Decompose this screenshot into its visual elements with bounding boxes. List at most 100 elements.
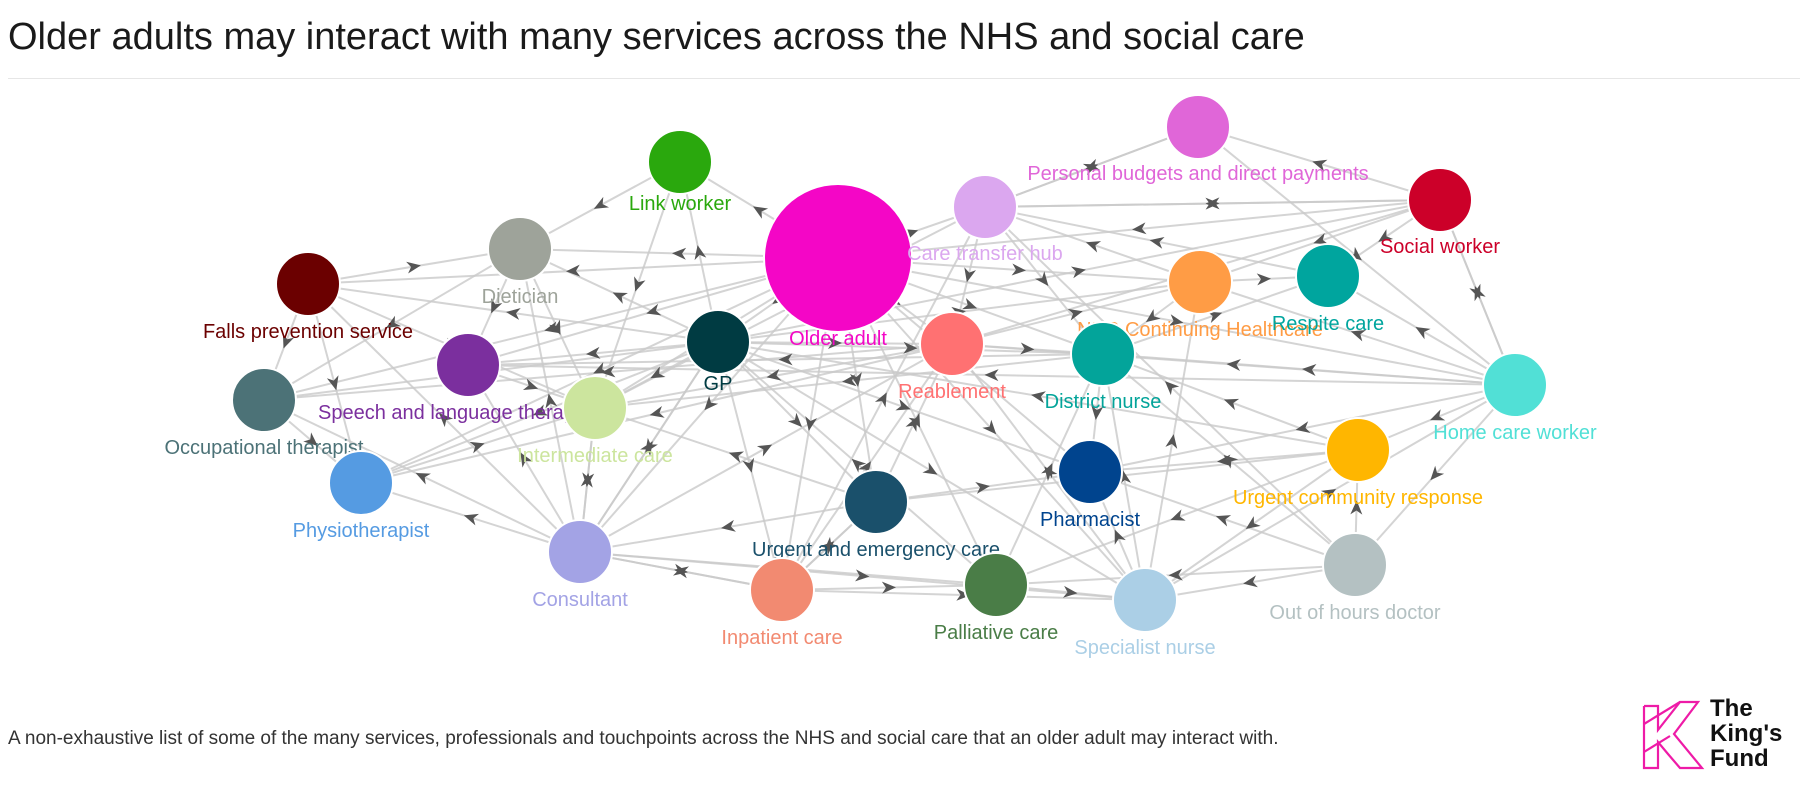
node-label-nhs-chc: NHS Continuing Healthcare: [1077, 319, 1323, 341]
network-nodes: Older adult GP Link worker Personal budgets…: [164, 94, 1597, 659]
arrowhead-consultant-to-falls-prevention: [439, 413, 454, 428]
node-circle-physiotherapist[interactable]: [328, 450, 394, 516]
node-speech-language[interactable]: Speech and language therapist: [318, 332, 595, 424]
node-circle-older-adult[interactable]: [763, 183, 913, 333]
node-label-physiotherapist: Physiotherapist: [293, 520, 430, 542]
arrowhead-consultant-to-dietician: [545, 393, 558, 409]
logo-line-2: King's: [1710, 720, 1783, 747]
node-intermediate-care[interactable]: Intermediate care: [517, 375, 673, 467]
arrowhead-gp-to-pharmacist: [895, 399, 911, 411]
node-personal-budgets[interactable]: Personal budgets and direct payments: [1027, 94, 1369, 185]
node-label-specialist-nurse: Specialist nurse: [1074, 637, 1215, 659]
node-circle-reablement[interactable]: [919, 311, 985, 377]
node-circle-speech-language[interactable]: [435, 332, 501, 398]
arrowhead-reablement-to-physiotherapist: [649, 406, 665, 418]
node-circle-specialist-nurse[interactable]: [1112, 567, 1178, 633]
arrowhead-palliative-care-to-specialist-nurse: [1062, 585, 1078, 598]
node-care-transfer-hub[interactable]: Care transfer hub: [907, 174, 1063, 265]
node-occupational-therapist[interactable]: Occupational therapist: [164, 367, 364, 459]
arrowhead-home-care-worker-to-respite-care: [1415, 326, 1431, 340]
arrowhead-specialist-nurse-to-nhs-chc: [1165, 434, 1178, 449]
node-specialist-nurse[interactable]: Specialist nurse: [1074, 567, 1216, 659]
node-dietician[interactable]: Dietician: [482, 216, 559, 308]
node-inpatient-care[interactable]: Inpatient care: [721, 557, 843, 649]
arrowhead-older-adult-to-falls-prevention: [566, 264, 581, 277]
node-circle-inpatient-care[interactable]: [749, 557, 815, 623]
node-label-personal-budgets: Personal budgets and direct payments: [1027, 163, 1368, 185]
node-circle-consultant[interactable]: [547, 519, 613, 585]
node-link-worker[interactable]: Link worker: [629, 129, 732, 215]
logo-line-3: Fund: [1710, 745, 1769, 772]
node-pharmacist[interactable]: Pharmacist: [1040, 439, 1140, 531]
node-circle-district-nurse[interactable]: [1070, 321, 1136, 387]
arrowhead-older-adult-to-nhs-chc: [1011, 263, 1026, 276]
arrowhead-consultant-to-gp: [640, 441, 653, 457]
node-reablement[interactable]: Reablement: [898, 311, 1006, 403]
kings-fund-logo[interactable]: The King's Fund: [1640, 696, 1792, 776]
arrowhead-palliative-care-to-gp: [851, 458, 867, 473]
arrowhead-gp-to-dietician: [612, 292, 628, 304]
node-label-care-transfer-hub: Care transfer hub: [907, 243, 1063, 265]
node-circle-social-worker[interactable]: [1407, 167, 1473, 233]
node-circle-intermediate-care[interactable]: [562, 375, 628, 441]
node-urgent-emergency-care[interactable]: Urgent and emergency care: [752, 469, 1000, 561]
arrowhead-dietician-to-occupational-therapist: [385, 315, 402, 329]
arrowhead-out-of-hours-doctor-to-pharmacist: [1215, 515, 1232, 527]
node-circle-personal-budgets[interactable]: [1165, 94, 1231, 160]
node-circle-gp[interactable]: [685, 309, 751, 375]
node-falls-prevention[interactable]: Falls prevention service: [203, 251, 413, 343]
node-circle-falls-prevention[interactable]: [275, 251, 341, 317]
node-palliative-care[interactable]: Palliative care: [934, 552, 1059, 644]
node-circle-link-worker[interactable]: [647, 129, 713, 195]
arrowhead-care-transfer-hub-to-reablement: [964, 267, 976, 283]
node-label-palliative-care: Palliative care: [934, 622, 1059, 644]
arrowhead-care-transfer-hub-to-social-worker: [1205, 197, 1220, 210]
arrowhead-reablement-to-intermediate-care: [766, 368, 782, 381]
arrowhead-nhs-chc-to-care-transfer-hub: [1085, 241, 1102, 253]
arrowhead-home-care-worker-to-pharmacist: [1295, 421, 1311, 433]
node-district-nurse[interactable]: District nurse: [1045, 321, 1162, 413]
node-home-care-worker[interactable]: Home care worker: [1433, 352, 1597, 444]
node-circle-respite-care[interactable]: [1295, 243, 1361, 309]
node-label-respite-care: Respite care: [1272, 313, 1384, 335]
node-circle-palliative-care[interactable]: [963, 552, 1029, 618]
network-arrowheads: [282, 158, 1486, 601]
arrowhead-home-care-worker-to-out-of-hours-doctor: [1430, 465, 1445, 481]
arrowhead-social-worker-to-personal-budgets: [1312, 159, 1328, 172]
node-label-district-nurse: District nurse: [1045, 391, 1162, 413]
arrowhead-older-adult-to-dietician: [672, 247, 687, 260]
node-physiotherapist[interactable]: Physiotherapist: [293, 450, 430, 542]
node-circle-dietician[interactable]: [487, 216, 553, 282]
node-label-gp: GP: [704, 373, 733, 395]
arrowhead-gp-to-intermediate-care: [650, 366, 666, 379]
arrowhead-inpatient-care-to-specialist-nurse: [956, 588, 971, 601]
node-consultant[interactable]: Consultant: [532, 519, 628, 611]
node-urgent-community-response[interactable]: Urgent community response: [1233, 417, 1483, 509]
page-title: Older adults may interact with many serv…: [8, 16, 1305, 58]
arrowhead-inpatient-care-to-care-transfer-hub: [874, 392, 887, 408]
arrowhead-consultant-to-speech-language: [520, 452, 533, 468]
node-circle-occupational-therapist[interactable]: [231, 367, 297, 433]
node-out-of-hours-doctor[interactable]: Out of hours doctor: [1269, 532, 1441, 624]
node-circle-urgent-community-response[interactable]: [1325, 417, 1391, 483]
node-circle-urgent-emergency-care[interactable]: [843, 469, 909, 535]
logo-line-1: The: [1710, 695, 1753, 722]
arrowhead-district-nurse-to-pharmacist: [1091, 405, 1104, 420]
node-gp[interactable]: GP: [685, 309, 751, 395]
arrowhead-falls-prevention-to-occupational-therapist: [282, 333, 295, 349]
arrowhead-care-transfer-hub-to-district-nurse: [1034, 271, 1049, 286]
node-circle-nhs-chc[interactable]: [1167, 249, 1233, 315]
node-label-home-care-worker: Home care worker: [1433, 422, 1597, 444]
node-circle-pharmacist[interactable]: [1057, 439, 1123, 505]
node-circle-home-care-worker[interactable]: [1482, 352, 1548, 418]
arrowhead-urgent-community-response-to-palliative-care: [1170, 509, 1186, 521]
node-circle-care-transfer-hub[interactable]: [952, 174, 1018, 240]
node-label-occupational-therapist: Occupational therapist: [164, 437, 363, 459]
node-older-adult[interactable]: Older adult: [763, 183, 913, 350]
arrowhead-out-of-hours-doctor-to-urgent-community-response: [1350, 500, 1363, 515]
arrowhead-urgent-emergency-care-to-consultant: [721, 519, 736, 532]
node-respite-care[interactable]: Respite care: [1272, 243, 1384, 335]
node-nhs-chc[interactable]: NHS Continuing Healthcare: [1077, 249, 1323, 341]
node-social-worker[interactable]: Social worker: [1380, 167, 1500, 258]
node-circle-out-of-hours-doctor[interactable]: [1322, 532, 1388, 598]
